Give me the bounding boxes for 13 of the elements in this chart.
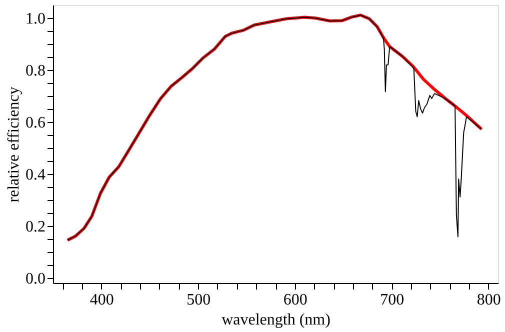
- x-axis-title: wavelength (nm): [222, 312, 330, 328]
- y-tick-label: 0.8: [26, 62, 46, 80]
- y-tick-label: 0.4: [26, 166, 46, 184]
- y-tick-label: 0.0: [26, 270, 46, 288]
- x-tick-label: 400: [90, 292, 114, 308]
- x-tick-label: 600: [283, 292, 308, 308]
- y-tick-label: 1.0: [26, 10, 46, 28]
- x-tick-label: 500: [186, 292, 211, 308]
- x-tick-label: 800: [476, 292, 501, 308]
- x-tick-label: 700: [380, 292, 404, 308]
- y-axis-title: relative efficiency: [6, 86, 22, 202]
- y-tick-label: 0.6: [26, 114, 46, 132]
- y-tick-label: 0.2: [26, 218, 46, 236]
